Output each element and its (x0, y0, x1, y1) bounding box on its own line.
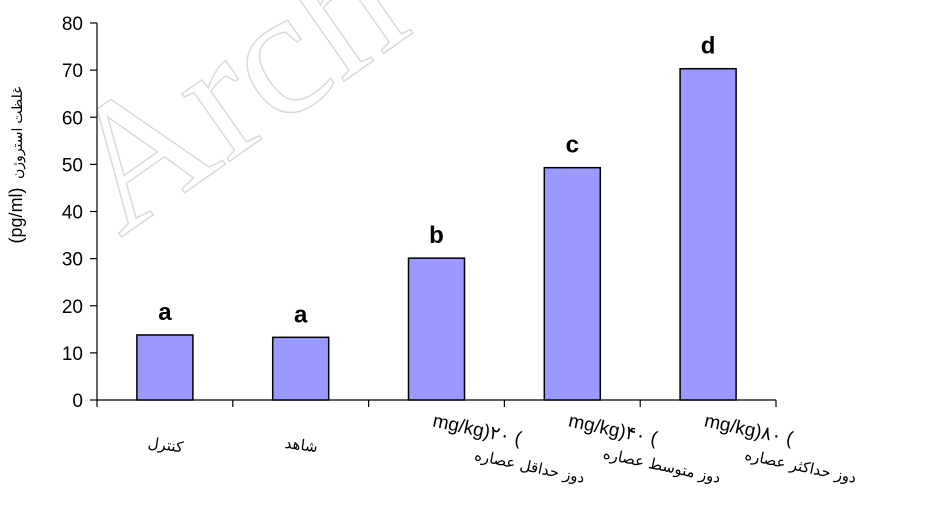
x-category-text: دوز حداقل عصاره (473, 446, 586, 487)
y-tick-label: 40 (62, 203, 83, 224)
x-category-unit: mg/kg)۸۰ ( (702, 411, 795, 450)
significance-label: a (158, 299, 172, 326)
y-tick-label: 30 (62, 250, 83, 271)
x-category-label: mg/kg)۸۰ (دوز حداکثر عصاره (702, 411, 858, 487)
x-category-label: کنترل (147, 434, 185, 457)
x-category-text: شاهد (284, 434, 319, 456)
x-category-label: mg/kg)۴۰ (دوز متوسط عصاره (567, 411, 723, 487)
bar-2 (271, 336, 330, 401)
bar-4 (543, 166, 602, 401)
svg-text:(pg/ml) غلظت استروژن: (pg/ml) غلظت استروژن (6, 87, 26, 244)
x-category-text: دوز متوسط عصاره (602, 444, 723, 486)
x-category-label: شاهد (284, 434, 319, 456)
bar-1 (136, 334, 194, 401)
y-tick-label: 10 (62, 344, 83, 365)
y-tick-label: 60 (62, 108, 83, 129)
x-category-text: کنترل (147, 434, 185, 457)
y-tick-label: 80 (62, 14, 83, 35)
y-tick-label: 70 (62, 61, 83, 82)
y-tick-label: 0 (72, 391, 83, 412)
bar-3 (407, 257, 466, 401)
y-axis-title-text: غلظت استروژن (9, 87, 26, 179)
y-axis-title: (pg/ml) غلظت استروژن (6, 87, 26, 244)
x-category-unit: mg/kg)۴۰ ( (567, 411, 660, 450)
significance-label: b (429, 222, 444, 249)
x-category-text: دوز حداکثر عصاره (743, 446, 858, 487)
x-category-unit: mg/kg)۲۰ ( (431, 411, 524, 450)
y-tick-label: 50 (62, 155, 83, 176)
y-tick-label: 20 (62, 297, 83, 318)
significance-label: d (701, 33, 716, 60)
significance-label: a (294, 301, 308, 328)
bar-5 (679, 67, 737, 401)
y-axis-title-unit: (pg/ml) (6, 187, 26, 243)
significance-label: c (566, 132, 579, 159)
watermark: Arch (28, 0, 437, 270)
x-category-label: mg/kg)۲۰ (دوز حداقل عصاره (431, 411, 587, 487)
